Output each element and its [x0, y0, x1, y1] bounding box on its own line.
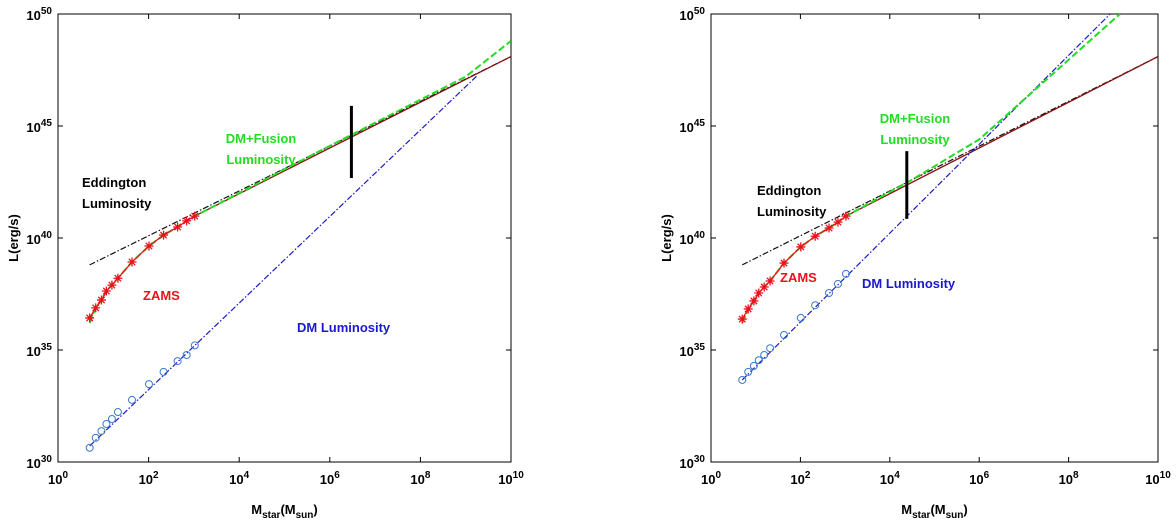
series-group — [85, 40, 511, 452]
annotation: ZAMS — [780, 270, 817, 285]
annotation: DM Luminosity — [297, 320, 391, 335]
star-marker — [101, 286, 111, 296]
x-tick-label: 102 — [790, 470, 810, 487]
series-line — [741, 215, 847, 320]
x-tick-label: 108 — [1059, 470, 1079, 487]
y-tick-label: 1045 — [679, 118, 705, 135]
annotation: Luminosity — [226, 152, 296, 167]
x-tick-label: 100 — [48, 470, 68, 487]
x-tick-label: 106 — [969, 470, 989, 487]
star-marker — [779, 258, 789, 268]
star-marker — [159, 230, 169, 240]
circle-marker — [91, 433, 100, 442]
circle-marker — [754, 356, 763, 365]
x-tick-label: 108 — [410, 470, 430, 487]
circle-marker — [107, 415, 116, 424]
circle-marker — [833, 279, 842, 288]
star-marker — [91, 303, 101, 313]
circle-marker — [744, 367, 753, 376]
star-marker — [173, 222, 183, 232]
star-marker — [754, 288, 764, 298]
y-tick-label: 1045 — [26, 118, 52, 135]
circle-marker — [738, 375, 747, 384]
star-marker — [107, 280, 117, 290]
panel: 100 102 104 106 108 1010 1030 1035 1040 1045 1050 M… — [659, 6, 1171, 521]
star-marker — [765, 276, 775, 286]
y-tick-label: 1050 — [26, 6, 52, 23]
circle-marker — [841, 269, 850, 278]
series-line — [845, 55, 1158, 217]
star-marker — [759, 282, 769, 292]
star-marker — [833, 217, 843, 227]
annotation: Luminosity — [880, 132, 950, 147]
y-tick-label: 1040 — [679, 230, 705, 247]
y-tick-label: 1035 — [26, 342, 52, 359]
star-marker — [749, 296, 759, 306]
x-tick-label: 100 — [701, 470, 721, 487]
series-group — [737, 14, 1158, 384]
annotation: DM+Fusion — [880, 111, 950, 126]
circle-marker — [766, 344, 775, 353]
y-tick-label: 1030 — [679, 454, 705, 471]
circle-marker — [811, 301, 820, 310]
x-axis-label: Mstar(Msun) — [251, 502, 318, 521]
star-marker — [824, 223, 834, 233]
star-marker — [841, 211, 851, 221]
x-tick-label: 1010 — [1145, 470, 1171, 487]
y-tick-label: 1050 — [679, 6, 705, 23]
star-marker — [85, 313, 95, 323]
x-tick-label: 104 — [880, 470, 900, 487]
circle-marker — [127, 395, 136, 404]
x-tick-label: 104 — [229, 470, 249, 487]
panel: 100 102 104 106 108 1010 1030 1035 1040 1045 1050 M… — [6, 6, 524, 521]
star-marker — [810, 231, 820, 241]
annotation: Luminosity — [82, 196, 152, 211]
circle-marker — [760, 350, 769, 359]
series-line — [741, 14, 1111, 381]
circle-marker — [190, 341, 199, 350]
y-tick-label: 1040 — [26, 230, 52, 247]
x-axis-label: Mstar(Msun) — [901, 502, 968, 521]
star-marker — [113, 273, 123, 283]
circle-marker — [113, 408, 122, 417]
annotation: ZAMS — [143, 288, 180, 303]
series-line — [88, 40, 511, 324]
circle-marker — [825, 289, 834, 298]
annotation: DM+Fusion — [226, 131, 296, 146]
circle-marker — [173, 357, 182, 366]
y-tick-label: 1030 — [26, 454, 52, 471]
star-marker — [144, 241, 154, 251]
circle-marker — [144, 380, 153, 389]
x-tick-label: 102 — [139, 470, 159, 487]
y-axis-label: L(erg/s) — [659, 214, 674, 262]
plot-frame — [710, 13, 1159, 463]
circle-marker — [182, 350, 191, 359]
circle-marker — [102, 419, 111, 428]
annotation: Eddington — [757, 183, 821, 198]
circle-marker — [97, 427, 106, 436]
y-axis-label: L(erg/s) — [6, 214, 21, 262]
circle-marker — [780, 330, 789, 339]
annotation: Eddington — [82, 175, 146, 190]
circle-marker — [85, 443, 94, 452]
y-tick-label: 1035 — [679, 342, 705, 359]
circle-marker — [796, 313, 805, 322]
star-marker — [96, 295, 106, 305]
star-marker — [190, 211, 200, 221]
star-marker — [743, 304, 753, 314]
circle-marker — [159, 367, 168, 376]
x-tick-label: 106 — [320, 470, 340, 487]
series-line — [89, 74, 479, 447]
annotation: DM Luminosity — [862, 276, 956, 291]
star-marker — [737, 314, 747, 324]
plot-frame — [57, 13, 512, 463]
x-tick-label: 1010 — [498, 470, 524, 487]
annotation: Luminosity — [757, 204, 827, 219]
star-marker — [182, 216, 192, 226]
star-marker — [796, 242, 806, 252]
circle-marker — [749, 361, 758, 370]
star-marker — [127, 257, 137, 267]
